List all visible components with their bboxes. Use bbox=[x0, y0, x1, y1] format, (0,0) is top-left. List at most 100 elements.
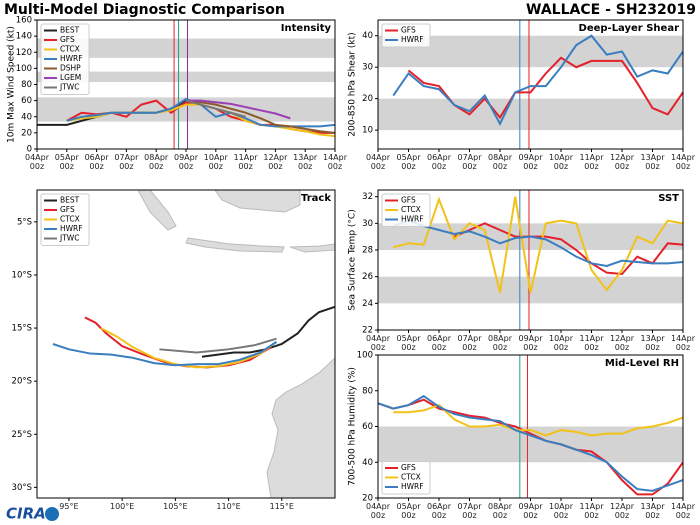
x-tick-label: 05Apr 00z bbox=[396, 502, 421, 520]
x-tick-label: 13Apr 00z bbox=[293, 153, 318, 171]
y-tick-label: 25°S bbox=[12, 430, 32, 440]
x-tick-label: 06Apr 00z bbox=[426, 153, 452, 171]
y-tick-label: 10°S bbox=[12, 270, 32, 280]
x-tick-label: 06Apr 00z bbox=[426, 502, 452, 520]
x-tick-label: 09Apr 00z bbox=[518, 334, 543, 352]
x-tick-label: 12Apr 00z bbox=[263, 153, 288, 171]
legend-label: HWRF bbox=[60, 224, 83, 233]
panel-title: Intensity bbox=[281, 23, 332, 34]
storm-name: WALLACE - SH232019 bbox=[526, 2, 696, 18]
land bbox=[266, 357, 335, 498]
x-tick-label: 08Apr 00z bbox=[487, 502, 513, 520]
panel-title: Track bbox=[301, 193, 331, 204]
x-tick-label: 04Apr 00z bbox=[365, 502, 391, 520]
x-tick-label: 10Apr 00z bbox=[548, 502, 574, 520]
y-axis-label: 200-850 hPa Shear (kt) bbox=[348, 32, 358, 136]
x-tick-label: 07Apr 00z bbox=[457, 153, 482, 171]
legend-label: CTCX bbox=[401, 473, 421, 482]
x-tick-label: 12Apr 00z bbox=[609, 334, 635, 352]
y-tick-label: 120 bbox=[16, 48, 32, 58]
x-tick-label: 12Apr 00z bbox=[609, 153, 635, 171]
logo-mark bbox=[45, 507, 59, 521]
x-tick-label: 07Apr 00z bbox=[457, 502, 482, 520]
series-line bbox=[185, 99, 246, 118]
x-tick-label: 04Apr 00z bbox=[24, 153, 50, 171]
x-tick-label: 08Apr 00z bbox=[487, 334, 513, 352]
series-line bbox=[186, 99, 291, 120]
x-tick-label: 110°E bbox=[216, 502, 241, 511]
legend-label: GFS bbox=[401, 463, 416, 472]
x-tick-label: 14Apr 00z bbox=[670, 153, 696, 171]
series-line bbox=[378, 398, 683, 496]
plot-area bbox=[37, 20, 335, 149]
plot-frame bbox=[36, 19, 336, 150]
panel-title: SST bbox=[658, 193, 679, 204]
y-tick-label: 24 bbox=[362, 299, 373, 309]
x-tick-label: 06Apr 00z bbox=[84, 153, 109, 171]
x-tick-label: 12Apr 00z bbox=[609, 502, 635, 520]
x-tick-label: 13Apr 00z bbox=[640, 502, 665, 520]
y-tick-label: 40 bbox=[21, 112, 32, 122]
y-tick-label: 20°S bbox=[12, 377, 32, 387]
y-tick-label: 80 bbox=[362, 386, 373, 396]
band bbox=[378, 426, 683, 463]
y-tick-label: 15°S bbox=[12, 324, 32, 334]
x-tick-label: 14Apr 00z bbox=[670, 334, 696, 352]
y-tick-label: 160 bbox=[16, 16, 32, 26]
y-tick-label: 100 bbox=[357, 351, 373, 361]
y-tick-label: 20 bbox=[362, 94, 373, 104]
y-tick-label: 26 bbox=[362, 272, 373, 282]
y-tick-label: 30 bbox=[362, 63, 373, 73]
panel-title: Mid-Level RH bbox=[605, 358, 679, 369]
legend-box bbox=[40, 193, 90, 246]
x-tick-label: 11Apr 00z bbox=[579, 502, 604, 520]
y-tick-label: 60 bbox=[21, 96, 32, 106]
y-axis-label: 700-500 hPa Humidity (%) bbox=[348, 367, 358, 486]
y-tick-label: 20 bbox=[21, 128, 32, 138]
plot-area bbox=[378, 20, 683, 149]
legend-label: CTCX bbox=[60, 215, 80, 224]
legend-label: LGEM bbox=[60, 73, 81, 82]
x-tick-label: 95°E bbox=[59, 502, 79, 511]
legend-label: HWRF bbox=[401, 215, 424, 224]
x-tick-label: 105°E bbox=[163, 502, 188, 511]
legend-label: CTCX bbox=[60, 45, 80, 54]
y-axis-label: Sea Surface Temp (°C) bbox=[348, 209, 358, 310]
land bbox=[137, 190, 177, 231]
legend-label: BEST bbox=[60, 26, 80, 35]
track-line bbox=[100, 327, 278, 369]
legend-box bbox=[381, 461, 431, 495]
legend-label: GFS bbox=[401, 26, 416, 35]
x-tick-label: 14Apr 00z bbox=[670, 502, 696, 520]
legend-label: JTWC bbox=[59, 83, 79, 92]
y-tick-label: 0 bbox=[27, 145, 32, 155]
plot-frame bbox=[377, 189, 684, 331]
legend-label: CTCX bbox=[401, 205, 421, 214]
y-axis-label: 10m Max Wind Speed (kt) bbox=[7, 26, 17, 143]
legend-label: GFS bbox=[60, 35, 75, 44]
y-tick-label: 28 bbox=[362, 246, 373, 256]
legend-label: HWRF bbox=[401, 35, 424, 44]
x-tick-label: 14Apr 00z bbox=[322, 153, 348, 171]
x-tick-label: 09Apr 00z bbox=[518, 502, 543, 520]
plot-area bbox=[378, 355, 683, 498]
series-line bbox=[185, 99, 335, 134]
plot-frame bbox=[36, 189, 336, 499]
track-line bbox=[201, 305, 335, 358]
x-tick-label: 13Apr 00z bbox=[640, 153, 665, 171]
x-tick-label: 10Apr 00z bbox=[203, 153, 228, 171]
band bbox=[378, 98, 683, 131]
y-tick-label: 32 bbox=[362, 192, 373, 202]
y-tick-label: 100 bbox=[16, 64, 32, 74]
x-tick-label: 10Apr 00z bbox=[548, 334, 574, 352]
track-line bbox=[159, 337, 277, 354]
x-tick-label: 04Apr 00z bbox=[365, 334, 391, 352]
land bbox=[185, 237, 285, 253]
series-line bbox=[392, 196, 683, 293]
track-line bbox=[52, 341, 278, 367]
legend-label: GFS bbox=[401, 196, 416, 205]
x-tick-label: 08Apr 00z bbox=[487, 153, 513, 171]
plot-area bbox=[378, 190, 683, 330]
